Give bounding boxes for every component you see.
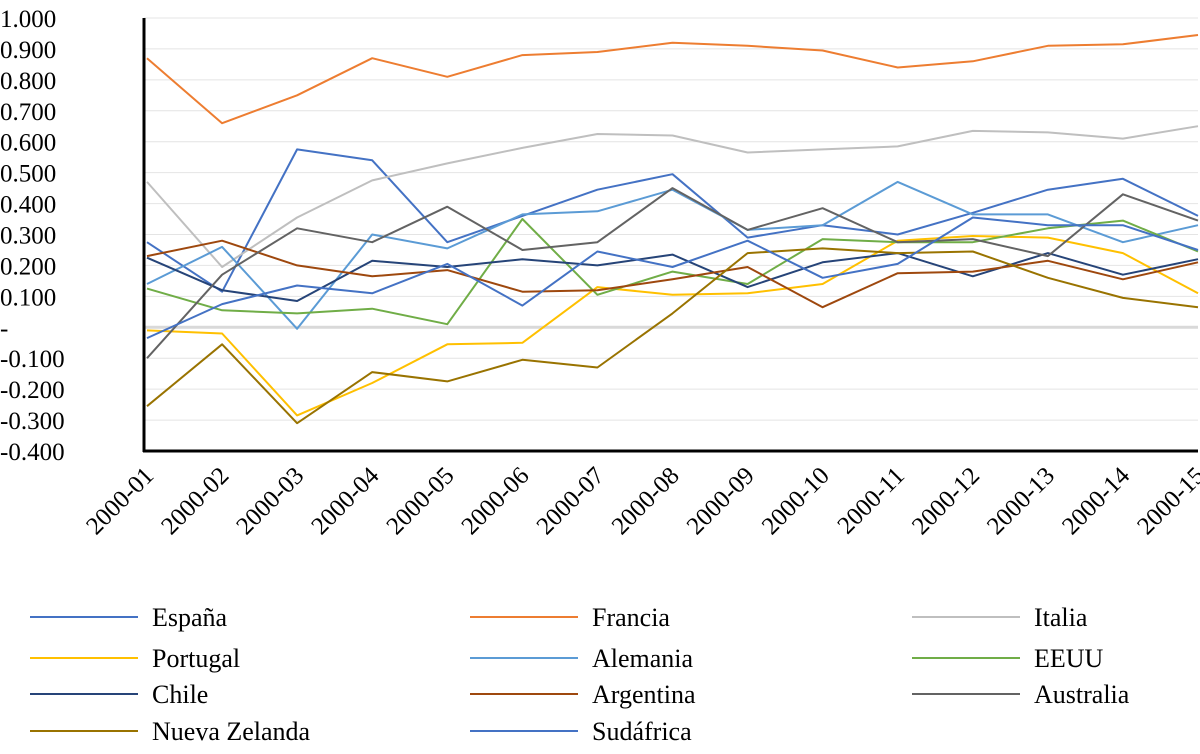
y-tick-label: -0.300 [0, 408, 65, 435]
series-line-3 [146, 235, 1199, 417]
x-axis-ticks: 2000-012000-022000-032000-042000-052000-… [81, 462, 1200, 540]
x-tick-label: 2000-07 [532, 462, 610, 540]
legend-label: Argentina [592, 680, 696, 709]
legend-item: Sudáfrica [470, 717, 692, 746]
legend-label: Portugal [152, 644, 240, 673]
series-line-10 [146, 216, 1199, 340]
y-tick-label: 0.200 [0, 253, 56, 280]
series-line-2 [146, 125, 1199, 268]
y-tick-label: -0.200 [0, 377, 65, 404]
legend-item: Italia [912, 603, 1088, 632]
y-tick-label: 0.500 [0, 161, 56, 188]
y-tick-label: -0.100 [0, 346, 65, 373]
x-tick-label: 2000-14 [1057, 462, 1135, 540]
y-tick-label: 0.700 [0, 99, 56, 126]
series-line-0 [146, 148, 1199, 293]
x-tick-label: 2000-03 [231, 462, 309, 540]
x-tick-label: 2000-12 [907, 462, 985, 540]
legend-label: EEUU [1034, 644, 1104, 673]
y-tick-label: - [0, 315, 8, 342]
axes [142, 18, 1198, 453]
gridlines [144, 17, 1198, 452]
x-tick-label: 2000-15 [1132, 462, 1200, 540]
y-tick-label: 0.100 [0, 284, 56, 311]
legend-label: Francia [592, 603, 670, 632]
legend-item: Nueva Zelanda [30, 717, 311, 746]
x-tick-label: 2000-01 [81, 462, 159, 540]
y-tick-label: 0.300 [0, 223, 56, 250]
legend-item: España [30, 603, 228, 632]
y-tick-label: 0.400 [0, 192, 56, 219]
legend-item: EEUU [912, 644, 1104, 673]
legend-label: Nueva Zelanda [152, 717, 311, 746]
legend-label: Alemania [592, 644, 694, 673]
legend-label: Italia [1034, 603, 1088, 632]
legend-item: Chile [30, 680, 208, 709]
x-tick-label: 2000-13 [982, 462, 1060, 540]
series-lines [146, 34, 1199, 425]
legend: España Francia Italia Portugal Alemania EEUU C… [30, 603, 1130, 746]
series-line-4 [146, 180, 1199, 330]
series-line-9 [146, 247, 1199, 425]
y-tick-label: 0.600 [0, 130, 56, 157]
y-tick-label: 1.000 [0, 6, 56, 33]
x-tick-label: 2000-11 [833, 462, 910, 539]
y-axis-ticks: 1.000 0.900 0.800 0.700 0.600 0.500 0.400 0.300… [0, 6, 65, 466]
series-line-8 [146, 187, 1199, 359]
legend-label: Chile [152, 680, 208, 709]
legend-item: Alemania [470, 644, 694, 673]
x-tick-label: 2000-10 [757, 462, 835, 540]
series-line-1 [146, 34, 1199, 125]
legend-label: Sudáfrica [592, 717, 692, 746]
x-tick-label: 2000-05 [382, 462, 460, 540]
x-tick-label: 2000-02 [156, 462, 234, 540]
legend-item: Francia [470, 603, 670, 632]
y-tick-label: 0.900 [0, 37, 56, 64]
legend-item: Argentina [470, 680, 696, 709]
x-tick-label: 2000-06 [457, 462, 535, 540]
y-tick-label: 0.800 [0, 68, 56, 95]
y-tick-label: -0.400 [0, 439, 65, 466]
legend-item: Australia [912, 680, 1130, 709]
legend-label: Australia [1034, 680, 1130, 709]
legend-label: España [152, 603, 228, 632]
legend-item: Portugal [30, 644, 240, 673]
x-tick-label: 2000-04 [306, 462, 384, 540]
series-line-7 [146, 239, 1199, 309]
x-tick-label: 2000-09 [682, 462, 760, 540]
series-line-5 [146, 218, 1199, 326]
x-tick-label: 2000-08 [607, 462, 685, 540]
